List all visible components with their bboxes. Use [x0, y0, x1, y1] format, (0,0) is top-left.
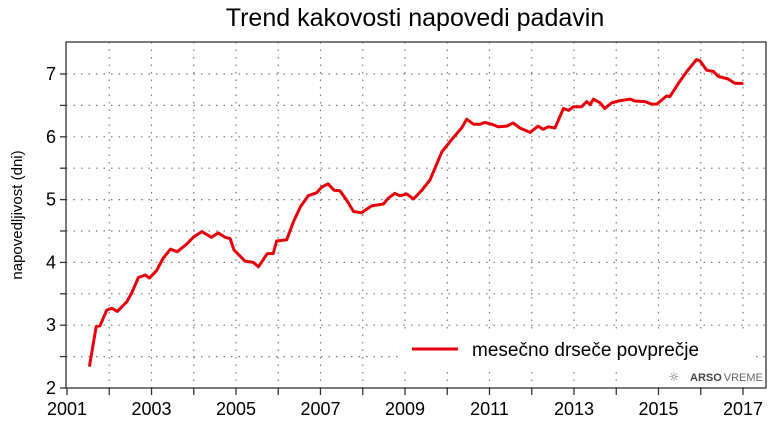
- x-tick-label: 2017: [723, 399, 763, 419]
- series-layer: [87, 58, 744, 367]
- y-tick-label: 2: [46, 378, 56, 398]
- x-tick-label: 2003: [131, 399, 171, 419]
- x-tick-label: 2015: [638, 399, 678, 419]
- y-tick-label: 6: [46, 127, 56, 147]
- logo-background: [658, 366, 764, 386]
- logo-text-bold: ARSO: [690, 372, 722, 384]
- legend-box: [400, 333, 750, 367]
- legend: mesečno drseče povprečje: [400, 333, 750, 367]
- axes: 2001 2003 2005 2007 2009 2011 2013 2015 2017 2 3 4 5…: [46, 41, 767, 419]
- plot-frame: [65, 41, 767, 389]
- y-tick-label: 3: [46, 315, 56, 335]
- logo: ☼ ARSO VREME: [658, 366, 764, 386]
- y-axis-label: napovedljivost (dni): [9, 150, 26, 279]
- y-tick-label: 7: [46, 64, 56, 84]
- y-tick-label: 5: [46, 190, 56, 210]
- series-line: [87, 58, 744, 367]
- y-tick-label: 4: [46, 252, 56, 272]
- x-tick-label: 2005: [216, 399, 256, 419]
- x-tick-label: 2013: [554, 399, 594, 419]
- legend-label: mesečno drseče povprečje: [472, 340, 699, 361]
- grid: [66, 42, 766, 388]
- snowflake-sun-icon: ☼: [669, 370, 680, 384]
- x-tick-label: 2007: [300, 399, 340, 419]
- x-tick-label: 2011: [470, 399, 509, 419]
- x-tick-label: 2009: [385, 399, 425, 419]
- chart-title: Trend kakovosti napovedi padavin: [226, 4, 604, 32]
- logo-text: ARSO VREME: [690, 372, 763, 384]
- x-tick-label: 2001: [47, 399, 87, 419]
- logo-text-light: VREME: [724, 372, 763, 384]
